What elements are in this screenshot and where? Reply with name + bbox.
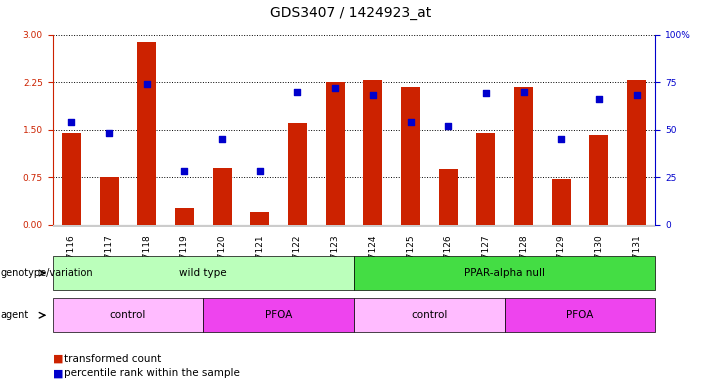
Text: PPAR-alpha null: PPAR-alpha null [464,268,545,278]
Point [405,119,416,125]
Text: ■: ■ [53,368,63,378]
Bar [401,87,420,225]
Bar [326,82,345,225]
Text: control: control [110,310,146,320]
Bar [439,169,458,225]
Bar [590,135,608,225]
Point [480,90,491,96]
Text: control: control [411,310,447,320]
Bar [137,42,156,225]
Text: genotype/variation: genotype/variation [1,268,93,278]
Text: PFOA: PFOA [265,310,292,320]
Point [66,119,77,125]
Point [254,168,266,174]
Point [329,85,341,91]
Text: GDS3407 / 1424923_at: GDS3407 / 1424923_at [270,6,431,20]
Bar [62,133,81,225]
Bar [627,80,646,225]
Point [104,130,115,136]
Text: PFOA: PFOA [566,310,594,320]
Point [518,89,529,95]
Bar [100,177,118,225]
Bar [514,87,533,225]
Point [217,136,228,142]
Point [179,168,190,174]
Point [141,81,152,87]
Text: transformed count: transformed count [64,354,162,364]
Bar [250,212,269,225]
Point [593,96,604,102]
Point [631,92,642,98]
Text: wild type: wild type [179,268,227,278]
Bar [212,168,231,225]
Bar [477,133,496,225]
Point [367,92,379,98]
Bar [363,80,382,225]
Bar [552,179,571,225]
Text: percentile rank within the sample: percentile rank within the sample [64,368,240,378]
Bar [288,123,307,225]
Bar [175,207,194,225]
Text: ■: ■ [53,354,63,364]
Point [442,123,454,129]
Point [292,89,303,95]
Point [556,136,567,142]
Text: agent: agent [1,310,29,320]
